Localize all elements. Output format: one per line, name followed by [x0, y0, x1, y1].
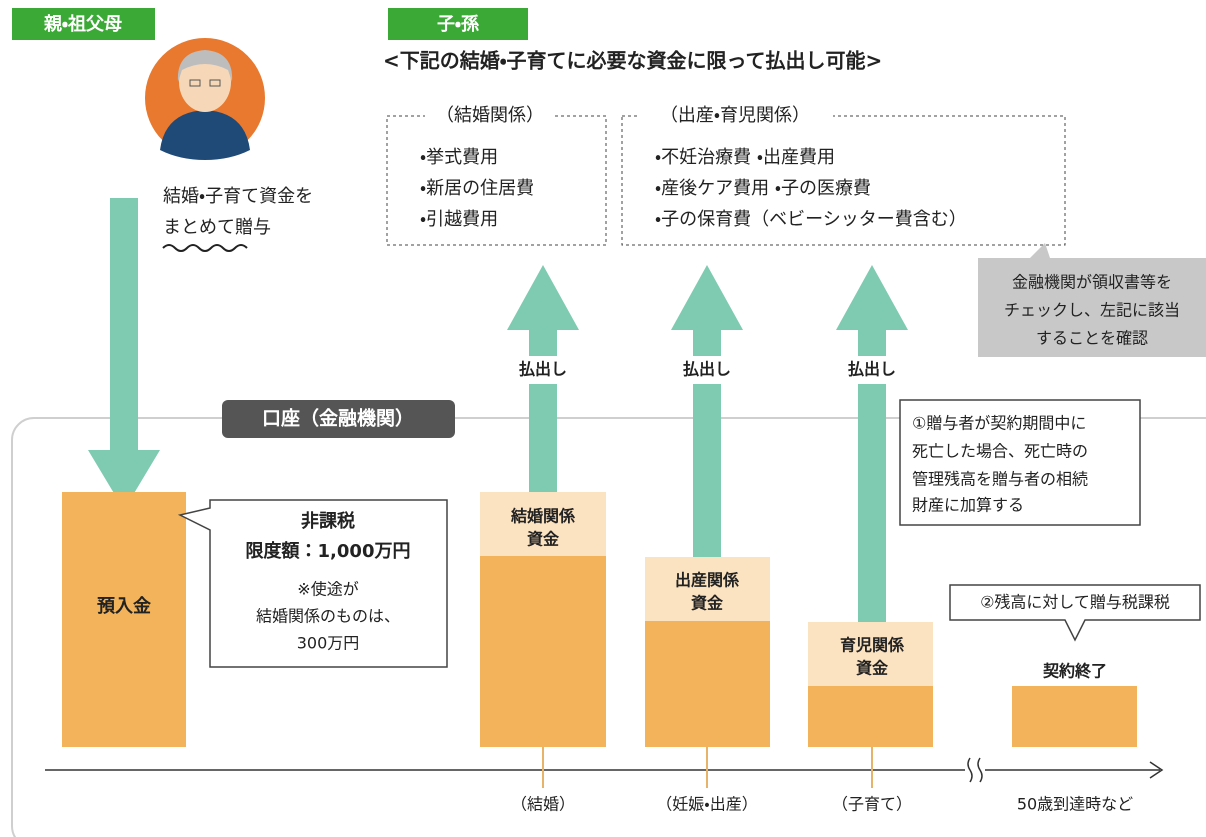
tax-note: ※使途が — [297, 580, 358, 599]
bank-note-text: 金融機関が領収書等を — [1012, 273, 1172, 292]
childcare-item: ・子の保育費（ベビーシッター費含む） — [655, 209, 967, 230]
note1-text: ①贈与者が契約期間中に — [912, 414, 1086, 433]
account-label: 口座（金融機関） — [262, 407, 414, 430]
deposit-bar — [62, 492, 186, 747]
childcare-item: ・不妊治療費 ・出産費用 — [655, 147, 835, 168]
childcare-item: ・産後ケア費用 ・子の医療費 — [655, 178, 871, 199]
timeline-label: 50歳到達時など — [1017, 795, 1133, 814]
deposit-label: 預入金 — [97, 595, 152, 617]
down-arrow — [88, 198, 160, 510]
bank-note-text: チェックし、左記に該当 — [1004, 301, 1180, 320]
timeline-label: （結婚） — [511, 795, 575, 814]
avatar — [145, 38, 265, 160]
marriage-title: （結婚関係） — [436, 105, 544, 126]
fund-bar — [645, 621, 770, 747]
fund-bar — [808, 686, 933, 747]
fund-label: 出産関係 — [675, 571, 740, 590]
withdraw-label: 払出し — [519, 360, 567, 379]
note1-text: 管理残高を贈与者の相続 — [912, 470, 1088, 489]
up-arrow — [671, 265, 743, 557]
tax-line: 非課税 — [301, 510, 355, 532]
body: 親・祖父母 子・孫 <下記の結婚・子育てに必要な資金に限って払出し可能> 結婚・… — [0, 0, 1206, 837]
note1-text: 死亡した場合、死亡時の — [912, 442, 1088, 461]
giver-label: 親・祖父母 — [43, 13, 122, 35]
bank-note-text: することを確認 — [1036, 329, 1148, 348]
fund-label: 資金 — [691, 594, 724, 613]
tax-note: 300万円 — [297, 634, 360, 653]
end-bar — [1012, 686, 1137, 747]
withdraw-label: 払出し — [683, 360, 731, 379]
timeline-label: （妊娠・出産） — [656, 795, 757, 814]
page: diagram { "labels": {"giver": "親・祖父母", "… — [0, 0, 1206, 837]
receiver-label: 子・孫 — [437, 14, 480, 35]
marriage-item: ・新居の住居費 — [420, 178, 534, 199]
diagram: 親・祖父母 子・孫 <下記の結婚・子育てに必要な資金に限って払出し可能> 結婚・… — [0, 0, 1206, 837]
note2-text: ②残高に対して贈与税課税 — [980, 593, 1170, 612]
timeline-break — [968, 758, 982, 782]
marriage-item: ・引越費用 — [420, 209, 498, 230]
childcare-title: （出産・育児関係） — [660, 105, 810, 126]
tax-line: 限度額：1,000万円 — [246, 540, 411, 562]
fund-bar — [480, 556, 606, 747]
up-arrow — [836, 265, 908, 622]
fund-label: 育児関係 — [840, 636, 905, 655]
fund-label: 資金 — [527, 530, 560, 549]
note1-text: 財産に加算する — [912, 496, 1024, 515]
gift-text: 結婚・子育て資金を — [163, 186, 313, 207]
wavy-underline — [163, 245, 247, 251]
withdraw-label: 払出し — [848, 360, 896, 379]
fund-label: 資金 — [856, 659, 889, 678]
timeline-label: （子育て） — [832, 795, 912, 814]
tax-note: 結婚関係のものは、 — [256, 607, 400, 626]
marriage-item: ・挙式費用 — [420, 147, 498, 168]
heading: <下記の結婚・子育てに必要な資金に限って払出し可能> — [383, 49, 882, 73]
gift-text: まとめて贈与 — [163, 217, 271, 238]
contract-end: 契約終了 — [1043, 662, 1107, 681]
fund-label: 結婚関係 — [510, 507, 576, 526]
